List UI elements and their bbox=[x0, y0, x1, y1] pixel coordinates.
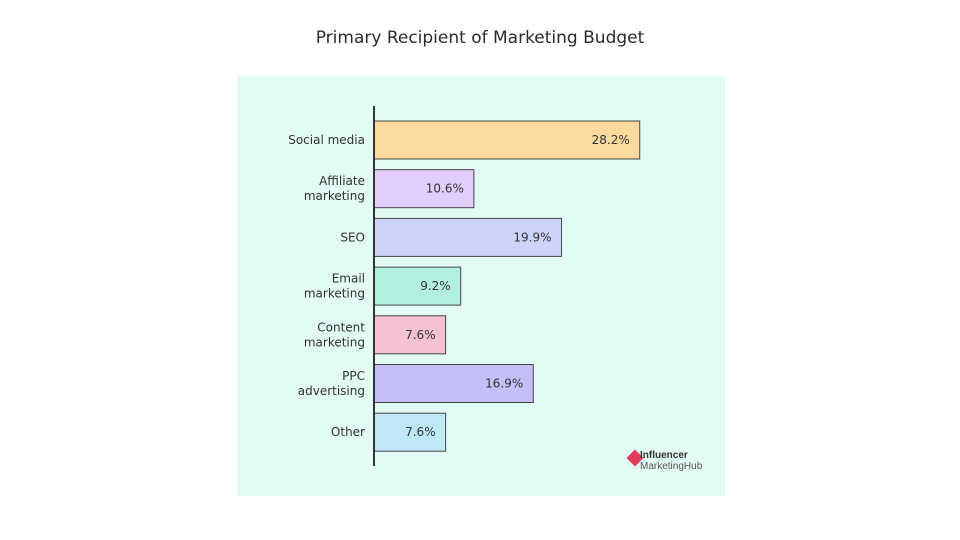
influencer-marketing-hub-logo: Influencer MarketingHub bbox=[625, 448, 725, 474]
bar-3 bbox=[373, 266, 462, 306]
value-label-4: 7.6% bbox=[405, 328, 436, 342]
bar-0 bbox=[373, 120, 641, 160]
category-label-1: Affiliate marketing bbox=[304, 174, 365, 203]
category-label-0: Social media bbox=[288, 133, 365, 147]
bar-4 bbox=[373, 315, 447, 355]
value-label-5: 16.9% bbox=[485, 377, 523, 391]
value-label-6: 7.6% bbox=[405, 425, 436, 439]
logo-line2: MarketingHub bbox=[640, 461, 703, 472]
logo-line1: Influencer bbox=[640, 450, 688, 461]
value-label-1: 10.6% bbox=[426, 182, 464, 196]
value-label-3: 9.2% bbox=[420, 279, 451, 293]
bar-chart: 28.2% Social media 10.6% Affiliate marketing… bbox=[288, 106, 641, 466]
chart-panel: 28.2% Social media 10.6% Affiliate marketing… bbox=[237, 76, 725, 496]
bar-1 bbox=[373, 169, 475, 209]
bar-6 bbox=[373, 412, 447, 452]
value-label-0: 28.2% bbox=[592, 133, 630, 147]
category-label-6: Other bbox=[331, 425, 365, 439]
bar-2 bbox=[373, 217, 563, 257]
value-label-2: 19.9% bbox=[513, 230, 551, 244]
category-label-2: SEO bbox=[340, 230, 365, 244]
chart-title: Primary Recipient of Marketing Budget bbox=[315, 28, 645, 48]
category-label-5: PPC advertising bbox=[298, 369, 365, 398]
category-label-4: Content marketing bbox=[304, 320, 365, 349]
category-label-3: Email marketing bbox=[304, 272, 365, 301]
